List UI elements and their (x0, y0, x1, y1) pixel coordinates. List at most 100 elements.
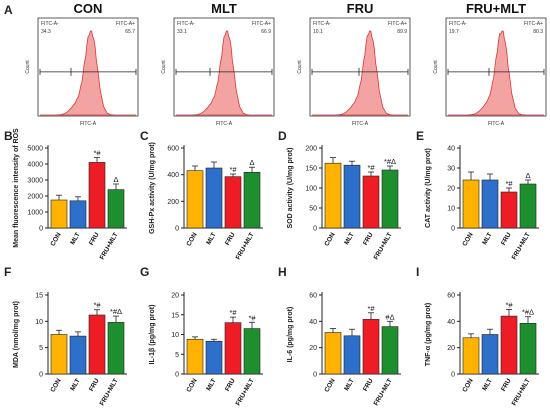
x-tick-label: FRU+MLT (99, 377, 120, 407)
bar-mlt (481, 179, 499, 229)
gate-pos-value: 80.3 (533, 29, 543, 35)
y-tick-label: 5000 (27, 146, 43, 153)
histogram-curve (312, 30, 408, 116)
y-tick-label: 10 (171, 332, 179, 339)
panel-letter: F (4, 265, 11, 279)
bar-fru-mlt (381, 326, 399, 375)
y-tick-label: 15 (171, 312, 179, 319)
x-tick-label: MLT (69, 231, 82, 246)
significance-marker: *# (93, 301, 101, 310)
significance-marker: #Δ (385, 312, 394, 321)
x-tick-label: FRU (362, 377, 375, 392)
flow-panel-title: MLT (211, 1, 237, 16)
x-tick-label: CON (323, 231, 336, 247)
significance-marker: Δ (249, 158, 254, 167)
y-tick-label: 0 (313, 226, 317, 233)
bar-con (50, 199, 68, 229)
x-tick-label: CON (461, 377, 474, 393)
y-tick-label: 20 (309, 345, 317, 352)
gate-neg-value: 33.1 (177, 29, 187, 35)
chart-panel-h: H 0 20 40 60 IL-6 (pg/mg prot) CON MLT *# FRU #Δ FR… (278, 265, 401, 407)
gate-pos-label: FITC-A+ (252, 21, 271, 27)
bar-fru-mlt (519, 323, 537, 375)
gate-pos-value: 66.9 (261, 29, 271, 35)
y-tick-label: 0 (39, 372, 43, 379)
gate-neg-value: 34.3 (41, 29, 51, 35)
y-tick-label: 5 (39, 345, 43, 352)
y-tick-label: 0 (451, 372, 455, 379)
y-tick-label: 40 (447, 146, 455, 153)
chart-panel-c: C 0 200 400 600 GSH-Px activity (U/mg prot) CO… (140, 129, 263, 261)
y-tick-label: 0 (313, 372, 317, 379)
flow-panel-title: FRU (347, 1, 374, 16)
y-tick-label: 400 (167, 172, 179, 179)
bar-con (50, 334, 68, 375)
panel-letter-a: A (4, 3, 13, 17)
x-tick-label: FRU (500, 377, 513, 392)
significance-marker: *# (229, 165, 237, 174)
flow-y-axis-label: Count (433, 60, 439, 74)
x-tick-label: MLT (205, 231, 218, 246)
y-tick-label: 1000 (27, 210, 43, 217)
x-tick-label: FRU+MLT (511, 377, 532, 407)
significance-marker: *#Δ (384, 157, 396, 166)
bar-fru-mlt (381, 169, 399, 229)
flow-panel-con: CON FITC-A- 34.3 FITC-A+ 65.7 FITC-A Count (25, 1, 139, 127)
panel-letter: E (416, 129, 424, 143)
flow-x-axis-label: FITC-A (216, 121, 233, 127)
significance-marker: Δ (113, 175, 118, 184)
flow-y-axis-label: Count (297, 60, 303, 74)
significance-marker: *#Δ (522, 308, 534, 317)
x-tick-label: MLT (481, 377, 494, 392)
chart-panel-g: G 0 5 10 15 20 IL-1β (pg/mg prot) CON MLT *# FRU *#… (140, 265, 263, 407)
bar-con (186, 338, 204, 375)
significance-marker: *# (229, 308, 237, 317)
significance-marker: *# (505, 300, 513, 309)
x-tick-label: FRU (224, 377, 237, 392)
bar-fru (88, 314, 106, 375)
bar-fru (362, 175, 380, 229)
x-tick-label: CON (49, 377, 62, 393)
histogram-curve (176, 30, 272, 116)
gate-pos-label: FITC-A+ (388, 21, 407, 27)
gate-pos-label: FITC-A+ (116, 21, 135, 27)
y-axis-label: CAT activity (U/mg prot) (425, 148, 432, 228)
y-axis-label: IL-6 (pg/mg prot) (287, 307, 294, 363)
gate-neg-value: 19.7 (449, 29, 459, 35)
y-tick-label: 20 (171, 293, 179, 300)
panel-letter: D (278, 129, 287, 143)
chart-panel-f: F 0 5 10 15 MDA (nmol/mg prot) CON MLT *# FRU *#Δ F… (4, 265, 127, 407)
histogram-curve (40, 30, 136, 116)
flow-x-axis-label: FITC-A (488, 121, 505, 127)
x-tick-label: MLT (481, 231, 494, 246)
y-tick-label: 0 (175, 372, 179, 379)
significance-marker: *# (505, 179, 513, 188)
bar-mlt (205, 167, 223, 229)
y-tick-label: 100 (305, 186, 317, 193)
bar-mlt (343, 335, 361, 375)
flow-x-axis-label: FITC-A (80, 121, 97, 127)
y-tick-label: 30 (447, 166, 455, 173)
x-tick-label: FRU+MLT (511, 231, 532, 261)
bar-fru (500, 191, 518, 229)
bar-mlt (343, 164, 361, 229)
x-tick-label: CON (323, 377, 336, 393)
bar-fru (224, 176, 242, 229)
flow-y-axis-label: Count (25, 60, 31, 74)
panel-letter: C (140, 129, 149, 143)
y-axis-label: GSH-Px activity (U/mg prot) (149, 142, 156, 234)
bar-con (324, 162, 342, 229)
x-tick-label: MLT (343, 377, 356, 392)
flow-x-axis-label: FITC-A (352, 121, 369, 127)
bar-con (462, 179, 480, 229)
gate-neg-value: 10.1 (313, 29, 323, 35)
flow-panel-fru: FRU FITC-A- 10.1 FITC-A+ 89.9 FITC-A Count (297, 1, 411, 127)
y-tick-label: 0 (39, 226, 43, 233)
y-tick-label: 20 (447, 345, 455, 352)
significance-marker: *# (93, 149, 101, 158)
y-tick-label: 15 (35, 293, 43, 300)
panel-letter: G (140, 265, 149, 279)
x-tick-label: FRU+MLT (235, 377, 256, 407)
y-axis-label: SOD activity (U/mg prot) (287, 148, 294, 229)
